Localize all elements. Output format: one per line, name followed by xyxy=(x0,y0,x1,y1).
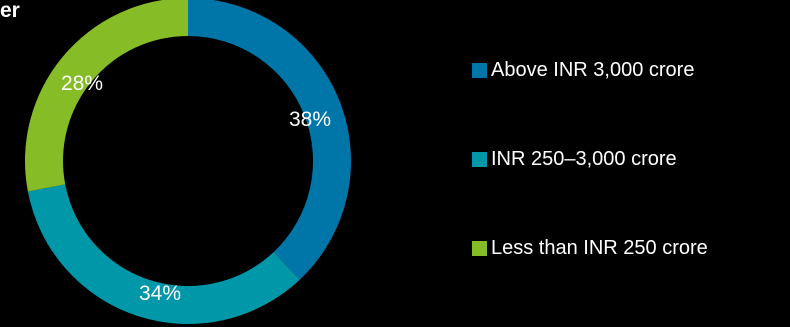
donut-slice-below-250 xyxy=(25,0,188,192)
chart-title-fragment: er xyxy=(0,0,20,22)
legend-item-above-3000: Above INR 3,000 crore xyxy=(472,58,694,82)
legend-label-below-250: Less than INR 250 crore xyxy=(491,236,708,259)
donut-chart: 38% 34% 28% xyxy=(25,0,351,324)
legend-label-above-3000: Above INR 3,000 crore xyxy=(491,58,695,81)
donut-slice-250-3000 xyxy=(27,184,300,324)
legend-swatch-below-250 xyxy=(472,240,487,256)
data-label-above-3000: 38% xyxy=(289,108,331,131)
legend-item-250-3000: INR 250–3,000 crore xyxy=(472,147,677,171)
donut-slice-above-3000 xyxy=(188,0,351,280)
legend-item-below-250: Less than INR 250 crore xyxy=(472,236,708,260)
legend-swatch-above-3000 xyxy=(472,62,487,78)
data-label-below-250: 28% xyxy=(61,72,103,95)
legend-label-250-3000: INR 250–3,000 crore xyxy=(491,147,677,170)
data-label-250-3000: 34% xyxy=(139,282,181,305)
legend-swatch-250-3000 xyxy=(472,151,487,167)
